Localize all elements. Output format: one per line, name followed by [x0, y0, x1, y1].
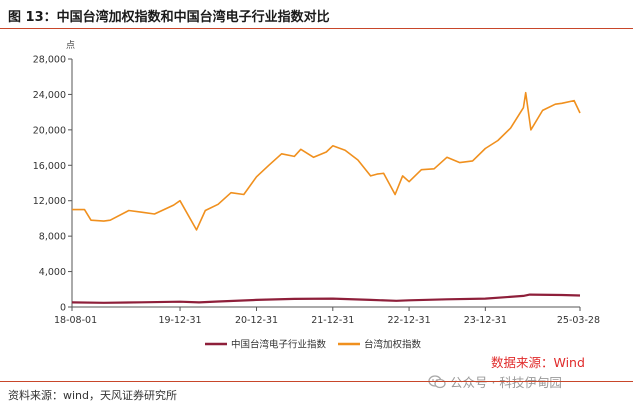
- footer-source-note: 资料来源：wind，天风证券研究所: [8, 389, 178, 402]
- y-tick-label: 8,000: [39, 232, 66, 243]
- figure-title: 图 13：中国台湾加权指数和中国台湾电子行业指数对比: [8, 10, 330, 25]
- x-tick-label: 19-12-31: [158, 315, 201, 326]
- footer-divider: [0, 381, 633, 382]
- y-tick-label: 12,000: [33, 196, 66, 207]
- x-tick-label: 25-03-28: [557, 315, 600, 326]
- y-tick-label: 0: [60, 303, 66, 314]
- y-tick-label: 24,000: [33, 90, 66, 101]
- line-chart: 0 4,000 8,000 12,000 16,000 20,000 24,000 28,00…: [33, 55, 600, 351]
- x-tick-label: 21-12-31: [311, 315, 354, 326]
- watermark-text: 公众号 · 科技伊甸园: [450, 375, 562, 390]
- y-tick-label: 16,000: [33, 161, 66, 172]
- chart-axes: 0 4,000 8,000 12,000 16,000 20,000 24,000 28,00…: [33, 55, 600, 327]
- legend-label: 台湾加权指数: [364, 339, 422, 351]
- series-line-electronics-index: [71, 293, 581, 304]
- y-tick-label: 4,000: [39, 267, 66, 278]
- x-tick-label: 22-12-31: [388, 315, 431, 326]
- legend-label: 中国台湾电子行业指数: [231, 339, 327, 351]
- y-tick-label: 28,000: [33, 55, 66, 66]
- x-tick-label: 23-12-31: [464, 315, 507, 326]
- title-divider: [0, 28, 633, 29]
- x-tick-label: 18-08-01: [54, 315, 97, 326]
- series-line-taiex: [72, 91, 581, 231]
- y-axis-unit-label: 点: [66, 41, 76, 51]
- data-source-label: 数据来源：Wind: [491, 355, 585, 370]
- chart-legend: 中国台湾电子行业指数 台湾加权指数: [205, 339, 422, 351]
- y-tick-label: 20,000: [33, 125, 66, 136]
- chart-series: [71, 91, 581, 304]
- x-tick-label: 20-12-31: [235, 315, 278, 326]
